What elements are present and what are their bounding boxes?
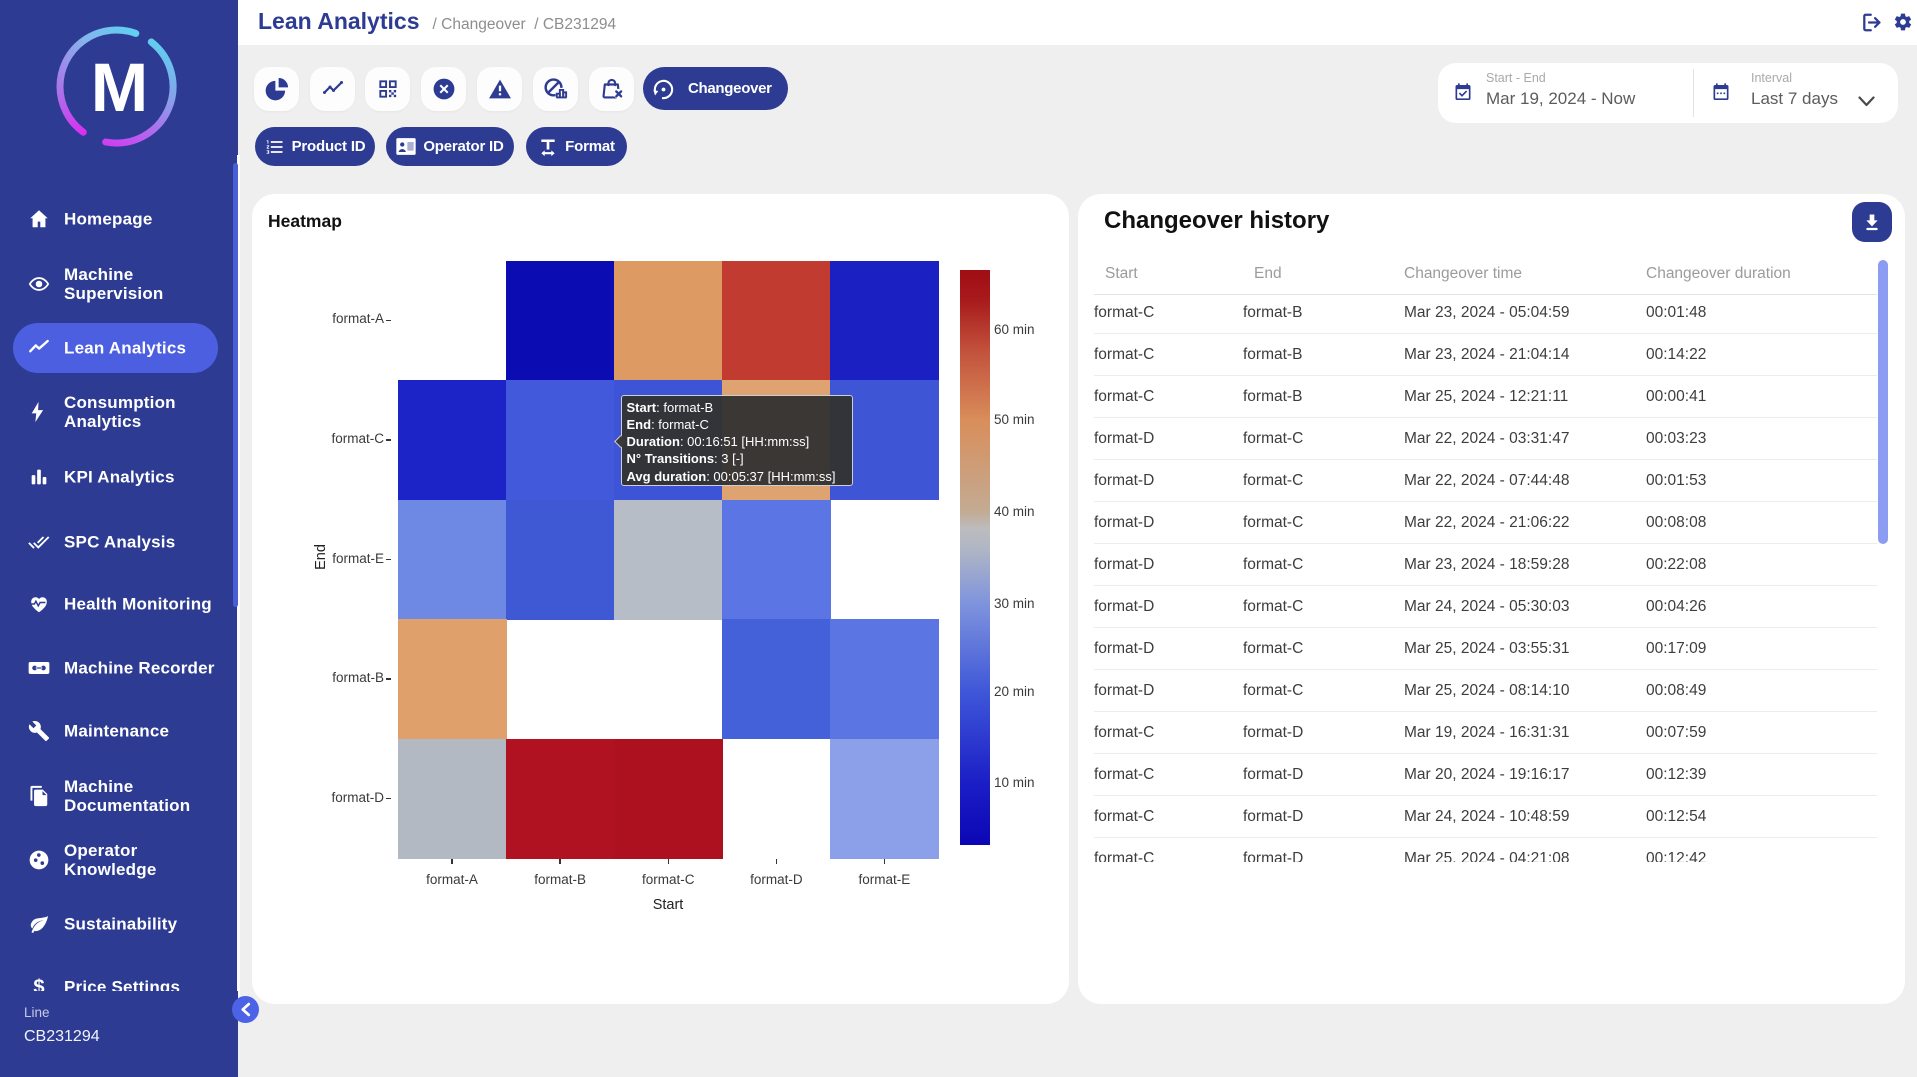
svg-text:M: M [91, 49, 148, 126]
svg-text:$: $ [33, 976, 44, 998]
